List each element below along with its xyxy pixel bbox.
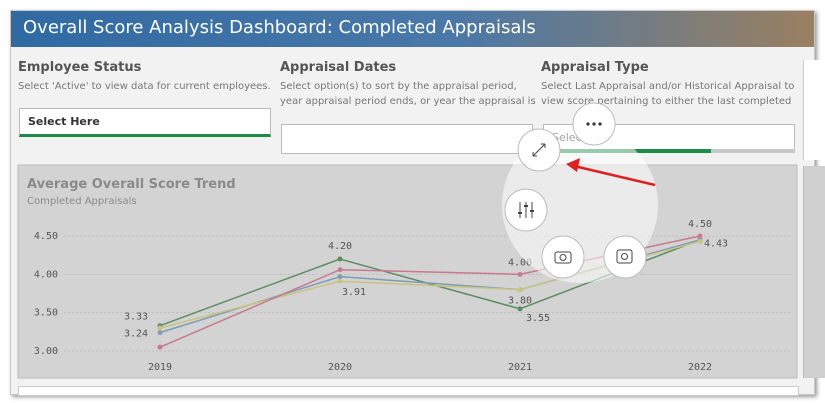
filter-description: Select option(s) to sort by the appraisa… — [280, 81, 536, 107]
data-point — [517, 271, 523, 277]
dropdown[interactable]: Select Here — [19, 108, 271, 137]
data-point — [157, 330, 163, 336]
data-point — [337, 274, 343, 280]
data-label: 3.80 — [508, 296, 532, 307]
data-label: 4.20 — [328, 241, 352, 252]
header-title: Overall Score Analysis Dashboard: Comple… — [23, 17, 536, 38]
data-label: 3.91 — [342, 287, 366, 298]
data-point — [697, 233, 703, 239]
y-tick-label: 3.00 — [34, 346, 58, 357]
side-panel — [803, 60, 825, 160]
data-label: 4.50 — [688, 219, 712, 230]
filter-label: Appraisal Dates — [280, 60, 397, 75]
expand-button[interactable] — [517, 128, 561, 172]
data-label: 3.24 — [124, 329, 148, 340]
filter-panel: Employee Status Select 'Active' to view … — [18, 60, 274, 109]
data-label: 4.43 — [704, 238, 728, 249]
data-point — [337, 278, 343, 284]
data-label: 3.33 — [124, 312, 148, 323]
menu-button[interactable] — [572, 102, 616, 146]
data-point — [697, 238, 703, 244]
chart-subtitle: Completed Appraisals — [27, 196, 137, 207]
adjust-button[interactable] — [504, 188, 548, 232]
data-point — [157, 325, 163, 331]
y-tick-label: 3.50 — [34, 308, 58, 319]
x-tick-label: 2021 — [508, 362, 532, 373]
camera-button[interactable] — [541, 235, 585, 279]
data-label: 4.00 — [508, 257, 532, 268]
filter-label: Appraisal Type — [541, 60, 649, 75]
data-label: 3.55 — [526, 313, 550, 324]
data-point — [517, 287, 523, 293]
data-point — [517, 306, 523, 312]
data-point — [337, 256, 343, 262]
side-panel — [803, 166, 825, 378]
y-tick-label: 4.00 — [34, 269, 58, 280]
x-tick-label: 2019 — [148, 362, 172, 373]
annotation-arrow — [573, 164, 656, 187]
snapshot-button[interactable] — [603, 235, 647, 279]
filter-description: Select Last Appraisal and/or Historical … — [541, 81, 795, 107]
x-tick-label: 2020 — [328, 362, 352, 373]
filter-panel: Appraisal Dates Select option(s) to sort… — [280, 60, 536, 109]
annotation-arrowhead — [566, 158, 580, 172]
filter-label: Employee Status — [18, 60, 142, 75]
y-tick-label: 4.50 — [34, 231, 58, 242]
filter-description: Select 'Active' to view data for current… — [18, 81, 271, 92]
data-point — [337, 267, 343, 273]
lower-panel — [18, 386, 799, 396]
header: Overall Score Analysis Dashboard: Comple… — [11, 11, 814, 47]
data-point — [157, 344, 163, 350]
chart-title: Average Overall Score Trend — [27, 177, 236, 192]
x-tick-label: 2022 — [688, 362, 712, 373]
filter-panel: Appraisal Type Select Last Appraisal and… — [541, 60, 797, 109]
